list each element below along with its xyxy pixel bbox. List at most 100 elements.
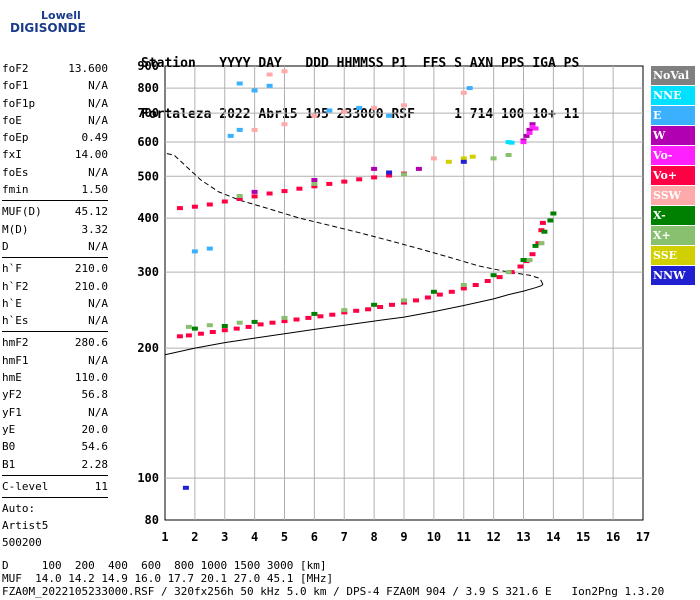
echo-point [460,156,467,161]
echo-point [532,126,539,131]
polarization-legend: NoVal NNE E W Vo- Vo+ SSW X- X+ SSE NNW [651,66,695,286]
echo-point [356,105,363,110]
echo-point [206,323,213,328]
echo-point [191,326,198,331]
x-tick-label: 1 [161,530,168,544]
echo-point [341,109,348,114]
echo-point [505,153,512,157]
echo-point [206,246,213,251]
echo-point [371,302,378,307]
echo-point [430,289,437,294]
echo-point [377,305,384,309]
y-tick-label: 600 [137,135,159,149]
echo-point [236,197,243,201]
param-label: yF2 [2,388,22,402]
x-tick-label: 14 [546,530,560,544]
electron-density-profile [164,283,544,356]
footer-file-info: FZA0M_2022105233000.RSF / 320fx256h 50 k… [2,585,665,598]
echo-point [257,322,264,327]
echo-point [466,86,473,91]
echo-point [341,310,348,315]
echo-point [484,279,491,283]
param-label: M(D) [2,222,29,236]
param-value: N/A [88,79,108,93]
echo-point [547,218,554,223]
param-value: N/A [88,96,108,110]
echo-point [386,173,393,178]
x-tick-label: 13 [516,530,530,544]
legend-entry: Vo+ [651,166,695,185]
y-tick-label: 100 [137,471,159,485]
echo-point [326,181,333,186]
param-label: h`F [2,262,22,276]
param-row: D N/A [2,238,108,255]
param-value: N/A [88,165,108,179]
echo-point [539,220,546,225]
echo-point [469,154,476,159]
echo-point [389,302,395,307]
x-tick-label: 7 [341,530,348,544]
echo-point [529,252,536,257]
echo-point [221,199,228,204]
x-tick-label: 6 [311,530,318,544]
x-tick-label: 5 [281,530,288,544]
param-row: foE N/A [2,112,108,129]
echo-point [460,286,467,291]
auto-scaling-text: Artist5 [2,519,49,533]
echo-point [401,298,407,303]
echo-point [251,127,258,132]
param-value: 280.6 [74,336,108,350]
echo-point [281,189,288,194]
echo-point [472,283,479,287]
param-value: N/A [88,353,108,367]
echo-point [520,140,527,145]
legend-entry: SSW [651,186,695,205]
param-divider [2,257,108,259]
echo-point [245,324,252,329]
x-tick-label: 17 [636,530,650,544]
echo-point [520,258,527,262]
echo-point [176,334,183,339]
param-value: N/A [88,314,108,328]
param-value: 13.600 [68,62,108,75]
param-value: 0.49 [81,131,109,145]
echo-point [269,320,276,325]
y-tick-label: 800 [137,81,159,95]
param-row: foF1 N/A [2,77,108,94]
echo-point [386,113,393,118]
x-tick-label: 9 [400,530,407,544]
echo-point [496,275,503,280]
param-value: 14.00 [74,148,108,162]
param-label: foEs [2,165,29,179]
param-value: N/A [88,113,108,127]
echo-point [311,184,318,189]
echo-point [356,177,363,182]
x-tick-label: 2 [191,530,198,544]
param-label: MUF(D) [2,205,42,219]
param-label: yE [2,422,16,436]
echo-point [185,324,192,329]
param-row: hmF1 N/A [2,352,108,369]
param-row: hmF2 280.6 [2,334,108,351]
legend-entry: NoVal [651,66,695,85]
station-header: Station YYYY DAY DDD HHMMSS P1 FFS S AXN… [141,21,579,140]
param-value: 210.0 [74,279,108,293]
echo-point [371,105,378,110]
echo-point [221,328,228,333]
param-value: 20.0 [81,422,109,436]
echo-point [436,292,443,297]
echo-point [401,103,407,108]
echo-point [460,283,467,287]
echo-point [424,295,431,300]
y-tick-label: 400 [137,211,159,225]
param-divider [2,200,108,202]
echo-point [505,270,512,275]
echo-point [415,166,422,171]
echo-point [251,189,258,194]
param-row: h`E N/A [2,295,108,312]
param-label: yF1 [2,405,22,419]
lowell-digisonde-logo: Lowell DIGISONDE [0,0,95,45]
echo-point [371,175,378,180]
echo-point [197,331,204,336]
param-divider [2,497,108,499]
